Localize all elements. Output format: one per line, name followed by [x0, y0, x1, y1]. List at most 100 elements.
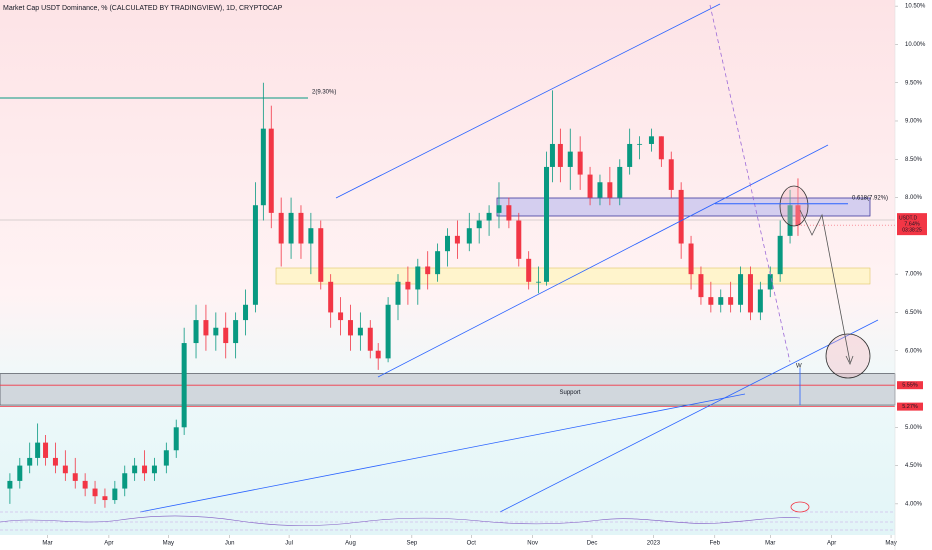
x-tick-label: Nov: [527, 541, 538, 547]
x-tick-label: Oct: [467, 541, 477, 547]
support-zone: [0, 373, 896, 406]
candle-body: [506, 205, 512, 221]
x-tick-label: Jul: [285, 541, 293, 547]
candle-body: [52, 457, 58, 466]
candle-body: [658, 136, 664, 160]
last-price-countdown: 03:38:25: [902, 227, 922, 233]
zones: Support: [0, 197, 896, 408]
support-label: Support: [559, 390, 580, 396]
candle-body: [223, 327, 229, 344]
price-label-bg: [897, 381, 923, 390]
circle-target: [825, 333, 871, 379]
candle-body: [777, 235, 783, 275]
candle-body: [243, 304, 249, 321]
trend-line: [335, 3, 721, 199]
yellow-zone: [275, 267, 871, 285]
circle-highlight: [779, 185, 809, 227]
fib-label: 0.618(7.92%): [852, 195, 888, 201]
candle-body: [728, 297, 734, 305]
candle-body: [122, 473, 128, 489]
candle-body: [668, 159, 674, 190]
y-tick-label: 10.00%: [905, 42, 926, 48]
candle-body: [698, 274, 704, 298]
candle-body: [544, 166, 550, 282]
alert-icon: [790, 501, 810, 513]
candles: [7, 82, 801, 508]
x-tick-label: 2023: [647, 541, 661, 547]
candle-body: [486, 212, 492, 221]
fib-label: 2(9.30%): [312, 90, 336, 96]
dashed-projection: [709, 4, 791, 363]
candle-body: [151, 465, 157, 474]
x-tick-label: Mar: [765, 541, 775, 547]
candle-body: [617, 166, 623, 198]
candle-body: [367, 327, 373, 351]
candle-body: [757, 289, 763, 313]
candle-body: [72, 473, 78, 481]
candle-body: [597, 182, 603, 198]
candle-body: [375, 350, 381, 359]
candle-body: [567, 151, 573, 167]
price-label-bg: [897, 402, 923, 411]
candle-body: [163, 450, 169, 466]
candle-body: [496, 205, 502, 213]
candle-body: [173, 427, 179, 451]
candle-body: [637, 143, 643, 145]
candle-body: [252, 205, 258, 305]
candle-body: [445, 235, 450, 252]
y-tick-label: 8.50%: [905, 157, 923, 163]
arrow-head: [845, 355, 854, 365]
candle-body: [35, 442, 41, 458]
time-axis-bg: [0, 535, 895, 550]
x-tick-label: Mar: [42, 541, 52, 547]
candle-body: [587, 174, 593, 198]
candle-body: [738, 274, 744, 305]
candle-body: [82, 480, 88, 489]
candle-body: [27, 457, 33, 466]
candle-body: [747, 274, 753, 313]
candle-body: [213, 327, 219, 336]
candle-body: [627, 143, 633, 167]
candle-body: [7, 480, 13, 489]
candle-body: [466, 228, 472, 244]
trend-line: [377, 144, 829, 378]
y-tick-label: 10.50%: [905, 4, 926, 10]
candle-body: [476, 220, 482, 229]
price-axis-bg: [895, 0, 932, 550]
x-tick-label: Apr: [827, 541, 836, 547]
candle-body: [357, 327, 363, 336]
candle-body: [288, 212, 294, 244]
candle-body: [425, 266, 431, 275]
wave-label: W: [796, 364, 802, 370]
candle-body: [516, 220, 522, 259]
y-tick-label: 4.50%: [905, 463, 923, 469]
x-tick-label: Jun: [225, 541, 235, 547]
candle-body: [536, 281, 542, 283]
x-tick-label: Apr: [104, 541, 113, 547]
x-tick-label: Sep: [407, 541, 418, 547]
x-tick-label: Dec: [587, 541, 598, 547]
candle-body: [233, 320, 239, 344]
candle-body: [338, 312, 344, 321]
candle-body: [278, 212, 284, 244]
candle-body: [92, 488, 98, 497]
rsi-pane: [0, 501, 895, 531]
candle-body: [193, 320, 199, 344]
candle-body: [526, 258, 532, 282]
rsi-line: [0, 515, 801, 526]
trend-line: [499, 319, 879, 513]
candle-body: [795, 205, 801, 226]
y-tick-label: 8.00%: [905, 195, 923, 201]
candle-body: [648, 136, 654, 144]
candle-body: [395, 281, 401, 305]
candle-body: [318, 228, 324, 282]
candle-body: [454, 235, 460, 244]
chart-title: Market Cap USDT Dominance, % (CALCULATED…: [3, 5, 283, 12]
candle-body: [718, 297, 724, 305]
candle-body: [142, 465, 148, 474]
y-tick-label: 4.00%: [905, 501, 923, 507]
candle-body: [181, 343, 187, 428]
candle-body: [203, 320, 209, 336]
projection-arrow: [799, 209, 851, 363]
x-tick-label: Aug: [345, 541, 356, 547]
